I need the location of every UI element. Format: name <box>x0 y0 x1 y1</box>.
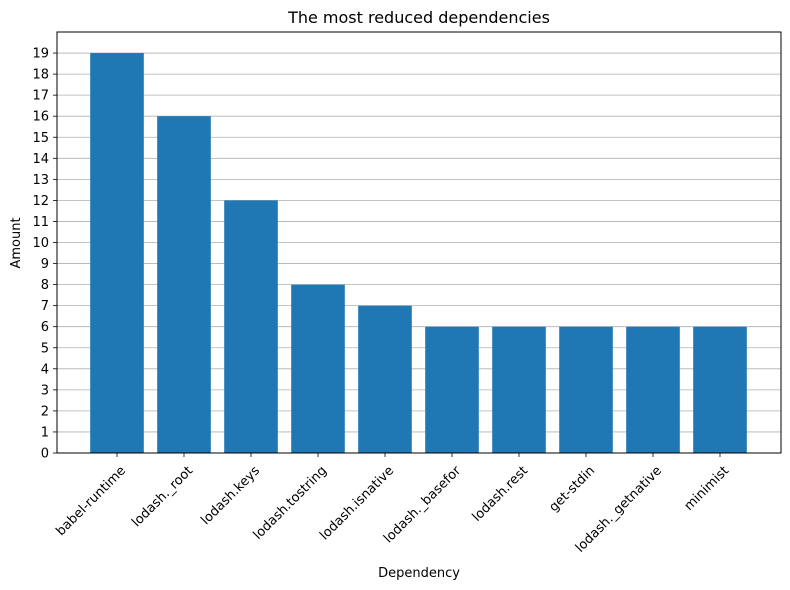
bar-lodash.keys <box>224 200 278 453</box>
bar-minimist <box>693 326 747 453</box>
y-tick-label-0: 0 <box>41 447 49 462</box>
x-tick-label-babel-runtime: babel-runtime <box>53 463 129 539</box>
x-tick-label-get-stdin: get-stdin <box>546 463 598 515</box>
bar-layer <box>90 53 747 454</box>
x-tick-label-lodash._root: lodash._root <box>129 463 196 530</box>
bar-lodash.isnative <box>358 305 412 453</box>
y-tick-label-3: 3 <box>41 383 49 398</box>
bar-babel-runtime <box>90 53 144 454</box>
x-tick-label-lodash.keys: lodash.keys <box>198 463 263 528</box>
y-tick-label-2: 2 <box>41 404 49 419</box>
y-tick-label-6: 6 <box>41 320 49 335</box>
bar-lodash.tostring <box>291 284 345 453</box>
bar-lodash._basefor <box>425 326 479 453</box>
y-tick-label-5: 5 <box>41 341 49 356</box>
bar-get-stdin <box>559 326 613 453</box>
x-axis-ticks: babel-runtime lodash._root lodash.keys loda… <box>53 453 732 556</box>
y-tick-label-14: 14 <box>32 152 49 167</box>
y-tick-label-17: 17 <box>32 89 49 104</box>
bar-lodash._root <box>157 116 211 453</box>
x-tick-label-minimist: minimist <box>682 463 732 513</box>
y-tick-label-16: 16 <box>32 110 49 125</box>
y-tick-label-13: 13 <box>32 173 49 188</box>
y-tick-label-7: 7 <box>41 299 49 314</box>
chart-title: The most reduced dependencies <box>287 8 550 27</box>
x-axis-label: Dependency <box>378 566 460 581</box>
x-tick-label-lodash.rest: lodash.rest <box>470 463 531 524</box>
y-tick-label-4: 4 <box>41 362 49 377</box>
y-tick-label-12: 12 <box>32 194 49 209</box>
y-tick-label-9: 9 <box>41 257 49 272</box>
y-tick-label-8: 8 <box>41 278 49 293</box>
y-axis-label: Amount <box>9 217 24 268</box>
bar-lodash.rest <box>492 326 546 453</box>
y-tick-label-15: 15 <box>32 131 49 146</box>
y-tick-label-19: 19 <box>32 47 49 62</box>
y-tick-label-11: 11 <box>32 215 49 230</box>
y-tick-label-10: 10 <box>32 236 49 251</box>
y-tick-label-18: 18 <box>32 68 49 83</box>
y-tick-label-1: 1 <box>41 425 49 440</box>
bar-lodash._getnative <box>626 326 680 453</box>
